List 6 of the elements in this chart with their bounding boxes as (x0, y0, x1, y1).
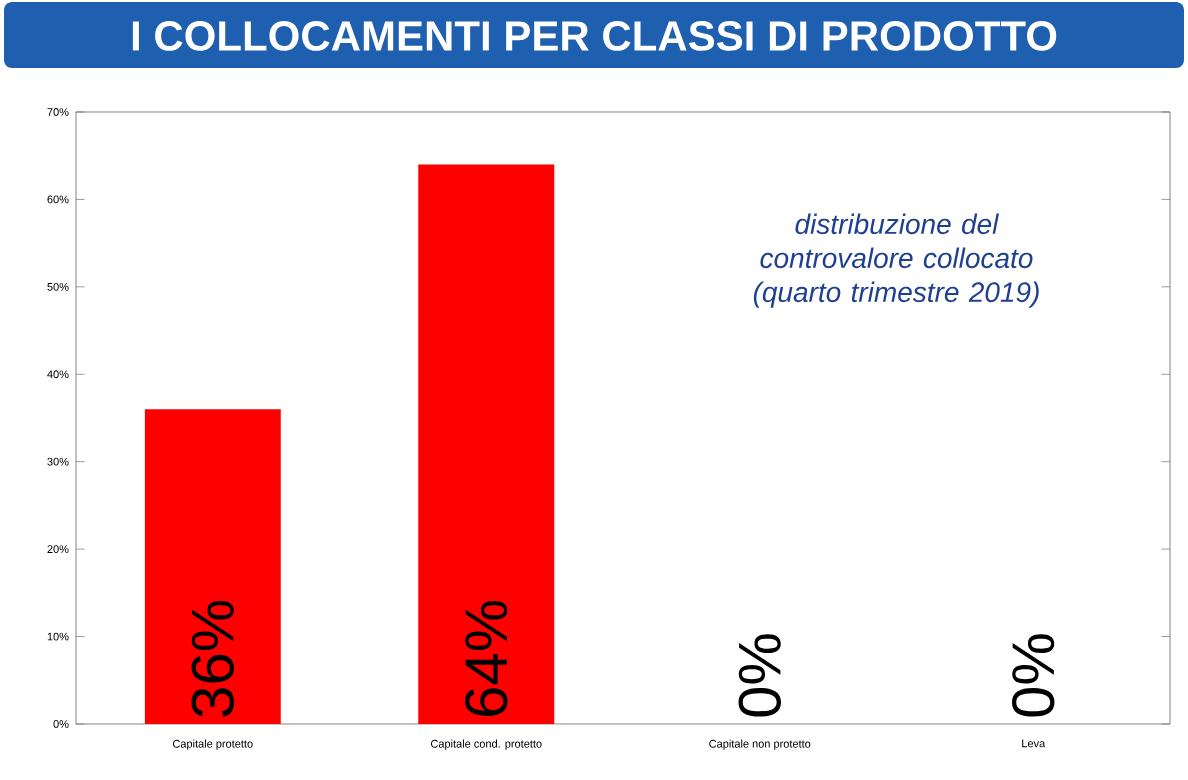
data-label: 0% (1011, 634, 1055, 717)
data-label: 36% (191, 601, 235, 717)
chart-title: I COLLOCAMENTI PER CLASSI DI PRODOTTO (132, 21, 1057, 51)
annotation: distribuzione del controvalore collocato (quarto trimestre 2019) (753, 213, 1039, 308)
data-label: 64% (465, 601, 508, 716)
data-label: 0% (738, 634, 781, 717)
